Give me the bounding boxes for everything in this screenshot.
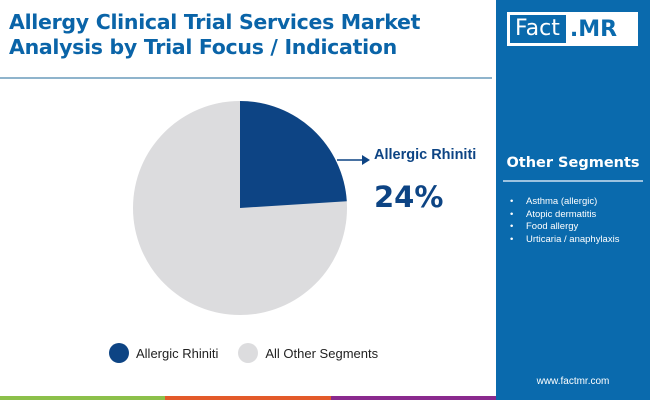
title-line-2: Analysis by Trial Focus / Indication: [9, 35, 397, 59]
segment-item: Asthma (allergic): [510, 196, 619, 209]
factmr-logo[interactable]: Fact .MR: [507, 12, 638, 46]
other-segments-title: Other Segments: [506, 155, 640, 171]
page-title: Allergy Clinical Trial Services Market A…: [9, 10, 489, 60]
legend-label: Allergic Rhiniti: [136, 345, 219, 361]
pie-slice-allergic-rhiniti: [240, 101, 347, 208]
legend-item-other: All Other Segments: [238, 343, 378, 363]
legend: Allergic Rhiniti All Other Segments: [109, 343, 398, 363]
segment-item: Food allergy: [510, 221, 619, 234]
bar-green: [0, 396, 166, 400]
callout-label: Allergic Rhiniti: [374, 147, 477, 163]
legend-item-allergic-rhiniti: Allergic Rhiniti: [109, 343, 218, 363]
segments-divider: [503, 180, 643, 182]
segment-item: Urticaria / anaphylaxis: [510, 234, 619, 247]
logo-fact-text: Fact: [510, 15, 566, 43]
sidebar: Fact .MR Other Segments Asthma (allergic…: [496, 0, 650, 400]
pie-chart: [133, 101, 370, 315]
title-divider: [0, 77, 492, 79]
legend-label: All Other Segments: [265, 345, 379, 361]
bar-orange: [165, 396, 331, 400]
legend-swatch-icon: [109, 343, 129, 363]
arrow-right-icon: [362, 155, 370, 165]
callout-value: 24%: [374, 180, 444, 214]
bottom-color-bar: [0, 396, 496, 400]
bar-purple: [330, 396, 496, 400]
other-segments-list: Asthma (allergic) Atopic dermatitis Food…: [510, 196, 619, 246]
legend-swatch-icon: [238, 343, 259, 363]
title-line-1: Allergy Clinical Trial Services Market: [9, 10, 421, 34]
logo-mr-text: .MR: [569, 16, 618, 42]
chart-area: Allergy Clinical Trial Services Market A…: [0, 10, 496, 400]
segment-item: Atopic dermatitis: [510, 209, 619, 222]
website-link[interactable]: www.factmr.com: [536, 376, 610, 387]
